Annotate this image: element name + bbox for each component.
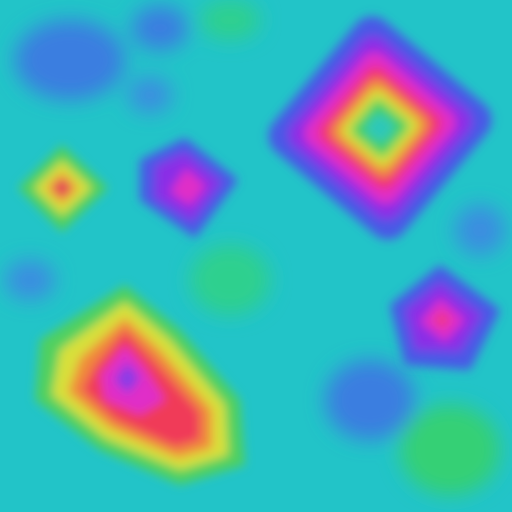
blue-patch [15, 20, 125, 100]
blue-patch [5, 260, 55, 300]
large-peak [35, 285, 245, 485]
small-peak [18, 145, 108, 232]
blue-patch [128, 77, 172, 113]
ring-peak [268, 16, 492, 240]
peak-band [170, 168, 206, 206]
blue-patch [455, 205, 505, 255]
purple-peak [140, 138, 238, 238]
blue-patch [132, 6, 188, 50]
green-patch [190, 245, 270, 315]
ring-center [364, 112, 396, 144]
green-patch [200, 0, 260, 40]
peak-center [55, 181, 69, 195]
background-patches [5, 0, 505, 495]
blue-patch [325, 360, 415, 440]
peak-center [435, 313, 449, 327]
right-peak [390, 265, 500, 370]
green-patch [400, 405, 500, 495]
peak-center [114, 362, 140, 394]
